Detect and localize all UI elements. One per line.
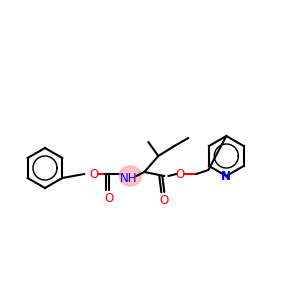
- Text: O: O: [90, 167, 99, 181]
- Text: O: O: [105, 191, 114, 205]
- Text: NH: NH: [120, 172, 137, 184]
- Ellipse shape: [119, 166, 141, 186]
- Text: O: O: [160, 194, 169, 206]
- Text: N: N: [221, 169, 231, 182]
- Text: O: O: [176, 167, 185, 181]
